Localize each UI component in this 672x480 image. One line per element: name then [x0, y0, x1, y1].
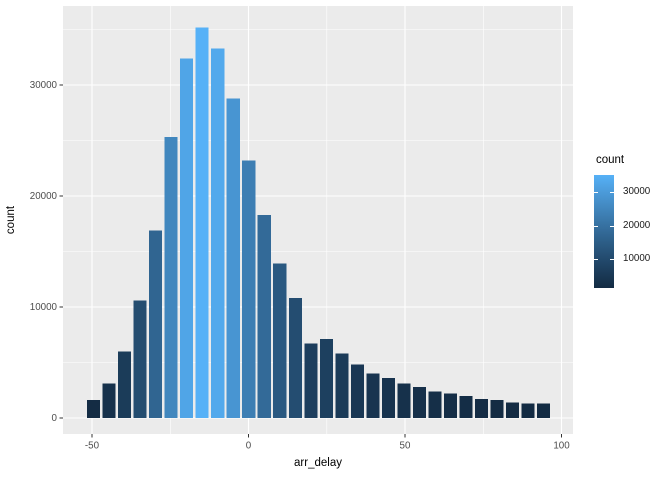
histogram-bar-40 [366, 373, 380, 418]
x-tick-label: 100 [553, 440, 570, 451]
histogram-bar-10 [273, 263, 287, 418]
histogram-bar-25 [319, 339, 333, 418]
y-tick-label: 20000 [30, 191, 58, 202]
histogram-bar-5 [257, 214, 271, 418]
histogram-bar-60 [428, 391, 442, 418]
x-axis-title: arr_delay [294, 457, 342, 469]
x-tick-label: -50 [85, 440, 100, 451]
histogram-bar-95 [537, 403, 551, 418]
histogram-bar-65 [444, 393, 458, 418]
histogram-bar--10 [211, 48, 225, 419]
histogram-bar--45 [102, 383, 116, 418]
histogram-bar--30 [149, 230, 163, 418]
histogram-bar-20 [304, 343, 318, 418]
histogram-bar-70 [459, 395, 473, 418]
histogram-bar-75 [475, 399, 489, 418]
histogram-bar--20 [180, 58, 194, 419]
y-tick-label: 0 [52, 413, 58, 424]
histogram-bar-90 [521, 403, 535, 418]
histogram-bar--5 [226, 98, 240, 419]
y-tick-label: 30000 [30, 80, 58, 91]
y-tick-label: 10000 [30, 302, 58, 313]
histogram-bar-55 [412, 386, 426, 418]
histogram-bar--40 [118, 351, 132, 418]
histogram-bar-45 [381, 378, 395, 418]
histogram-bar-15 [288, 298, 302, 418]
histogram-bar-80 [490, 400, 504, 418]
histogram-bar--50 [87, 400, 101, 418]
y-axis-title: count [5, 205, 17, 234]
histogram-bar--25 [164, 137, 178, 418]
x-tick-label: 0 [246, 440, 252, 451]
histogram-bar--35 [133, 300, 147, 418]
histogram-bar--15 [195, 27, 209, 419]
histogram-bar-35 [350, 364, 364, 418]
x-tick-label: 50 [400, 440, 411, 451]
histogram-bar-85 [506, 402, 520, 418]
histogram-bar-30 [335, 353, 349, 418]
histogram-bar-50 [397, 383, 411, 418]
histogram-bar-0 [242, 160, 256, 418]
